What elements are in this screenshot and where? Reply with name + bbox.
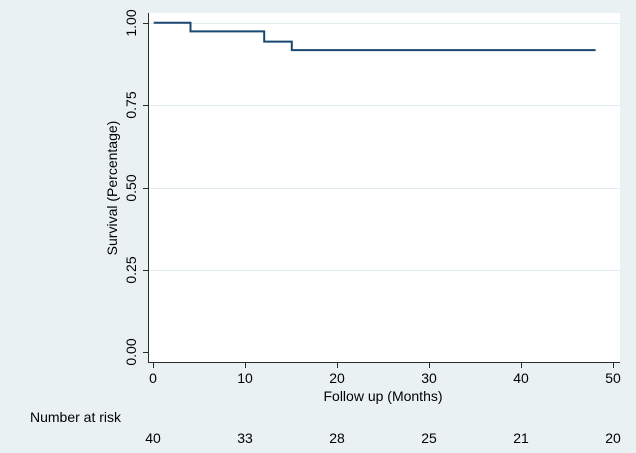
y-axis-tick-0.50 — [143, 188, 148, 189]
gridline-0.25 — [149, 270, 620, 271]
y-axis-tick-0.75 — [143, 105, 148, 106]
x-axis-tick-50 — [613, 363, 614, 368]
x-axis-tick-0 — [153, 363, 154, 368]
x-axis-tick-20 — [337, 363, 338, 368]
risk-count-40: 21 — [513, 430, 529, 446]
x-axis-tick-10 — [245, 363, 246, 368]
x-axis-title: Follow up (Months) — [323, 388, 443, 404]
plot-area — [148, 13, 620, 363]
km-curve — [153, 21, 596, 52]
x-axis-tick-40 — [521, 363, 522, 368]
x-tick-label-0: 0 — [149, 370, 157, 386]
gridline-0.75 — [149, 105, 620, 106]
y-tick-label-0.25: 0.25 — [123, 256, 139, 284]
risk-count-0: 40 — [145, 430, 161, 446]
y-tick-label-1.00: 1.00 — [123, 9, 139, 37]
y-tick-label-0.00: 0.00 — [123, 338, 139, 366]
y-axis-tick-1.00 — [143, 23, 148, 24]
y-axis-title: Survival (Percentage) — [104, 120, 120, 256]
x-axis-tick-30 — [429, 363, 430, 368]
risk-table-label: Number at risk — [30, 409, 122, 425]
risk-count-10: 33 — [237, 430, 253, 446]
y-axis-tick-0.25 — [143, 270, 148, 271]
risk-count-30: 25 — [421, 430, 437, 446]
risk-count-20: 28 — [329, 430, 345, 446]
x-tick-label-50: 50 — [605, 370, 621, 386]
gridline-0.50 — [149, 188, 620, 189]
x-tick-label-20: 20 — [329, 370, 345, 386]
y-axis-tick-0.00 — [143, 352, 148, 353]
y-tick-label-0.50: 0.50 — [123, 174, 139, 202]
y-tick-label-0.75: 0.75 — [123, 91, 139, 119]
x-tick-label-30: 30 — [421, 370, 437, 386]
risk-count-50: 20 — [605, 430, 621, 446]
x-tick-label-10: 10 — [237, 370, 253, 386]
x-tick-label-40: 40 — [513, 370, 529, 386]
gridline-1.00 — [149, 23, 620, 24]
km-curve-svg — [153, 21, 596, 52]
